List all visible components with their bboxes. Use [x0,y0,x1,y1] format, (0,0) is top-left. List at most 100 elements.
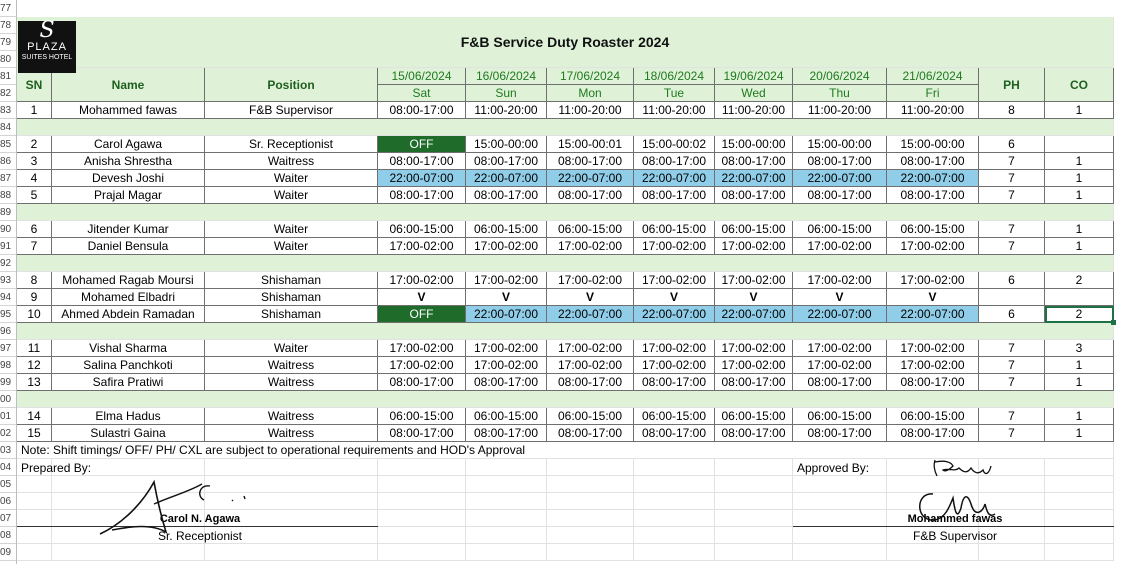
empty-cell[interactable] [52,459,205,476]
row-number[interactable]: 84 [0,119,16,136]
cell-shift[interactable]: 17:00-02:00 [466,272,547,289]
cell-sn[interactable]: 3 [17,153,52,170]
empty-cell[interactable] [17,527,52,544]
header-date[interactable]: 19/06/2024 [715,68,793,85]
cell-shift[interactable]: 17:00-02:00 [466,238,547,255]
cell-shift[interactable]: 22:00-07:00 [715,306,793,323]
row-number[interactable]: 07 [0,510,16,527]
cell-shift[interactable]: 08:00-17:00 [887,153,979,170]
cell-position[interactable]: Waitress [205,425,378,442]
empty-cell[interactable] [466,459,547,476]
cell-shift[interactable]: 06:00-15:00 [378,408,466,425]
cell-shift[interactable]: 08:00-17:00 [634,374,715,391]
empty-cell[interactable] [634,510,715,527]
header-day[interactable]: Tue [634,85,715,102]
cell-co[interactable]: 1 [1045,357,1114,374]
cell-shift[interactable]: 08:00-17:00 [466,153,547,170]
cell-shift[interactable]: 08:00-17:00 [887,425,979,442]
prepared-by-label[interactable]: Prepared By: [21,460,92,475]
empty-cell[interactable] [634,544,715,561]
empty-cell[interactable] [466,493,547,510]
cell-shift[interactable]: 17:00-02:00 [715,357,793,374]
empty-cell[interactable] [52,544,205,561]
header-date[interactable]: 21/06/2024 [887,68,979,85]
cell-shift[interactable]: V [715,289,793,306]
header-day[interactable]: Thu [793,85,887,102]
row-number[interactable]: 78 [0,17,16,34]
empty-cell[interactable] [979,527,1045,544]
empty-cell[interactable] [205,476,378,493]
cell-shift[interactable]: 08:00-17:00 [887,374,979,391]
header-day[interactable]: Sat [378,85,466,102]
cell-shift[interactable]: 17:00-02:00 [547,238,634,255]
empty-cell[interactable] [793,544,887,561]
footer-note[interactable]: Note: Shift timings/ OFF/ PH/ CXL are su… [17,442,1114,459]
empty-cell[interactable] [634,527,715,544]
cell-shift[interactable]: 17:00-02:00 [466,357,547,374]
empty-cell[interactable] [378,544,466,561]
cell-position[interactable]: Waiter [205,170,378,187]
cell-shift[interactable]: 06:00-15:00 [466,408,547,425]
cell-sn[interactable]: 14 [17,408,52,425]
empty-cell[interactable] [979,476,1045,493]
cell-ph[interactable] [979,289,1045,306]
row-number[interactable]: 03 [0,442,16,459]
cell-shift[interactable]: 08:00-17:00 [466,374,547,391]
row-number[interactable]: 01 [0,408,16,425]
empty-cell[interactable] [979,544,1045,561]
cell-shift[interactable]: 17:00-02:00 [378,357,466,374]
cell-position[interactable]: Waiter [205,238,378,255]
cell-shift[interactable]: 06:00-15:00 [466,221,547,238]
empty-cell[interactable] [17,459,52,476]
empty-cell[interactable] [466,476,547,493]
cell-ph[interactable]: 7 [979,425,1045,442]
empty-cell[interactable] [1045,527,1114,544]
cell-shift[interactable]: 22:00-07:00 [466,306,547,323]
row-number[interactable]: 77 [0,0,16,17]
cell-shift[interactable]: 17:00-02:00 [715,238,793,255]
empty-cell[interactable] [979,493,1045,510]
cell-shift[interactable]: 08:00-17:00 [547,187,634,204]
cell-shift[interactable]: 15:00-00:01 [547,136,634,153]
header-date[interactable]: 18/06/2024 [634,68,715,85]
cell-ph[interactable]: 7 [979,170,1045,187]
header-day[interactable]: Wed [715,85,793,102]
cell-position[interactable]: Waitress [205,408,378,425]
empty-cell[interactable] [466,527,547,544]
row-number[interactable]: 81 [0,68,16,85]
row-number[interactable]: 05 [0,476,16,493]
cell-shift[interactable]: 06:00-15:00 [715,408,793,425]
cell-shift[interactable]: 15:00-00:00 [887,136,979,153]
cell-name[interactable]: Mohamed Ragab Moursi [52,272,205,289]
cell-co[interactable]: 1 [1045,170,1114,187]
cell-shift[interactable]: 08:00-17:00 [715,187,793,204]
cell-name[interactable]: Vishal Sharma [52,340,205,357]
cell-shift[interactable]: OFF [378,136,466,153]
cell-shift[interactable]: 17:00-02:00 [466,340,547,357]
row-number[interactable]: 94 [0,289,16,306]
cell-shift[interactable]: 08:00-17:00 [793,187,887,204]
row-number[interactable]: 98 [0,357,16,374]
cell-position[interactable]: Shishaman [205,289,378,306]
cell-shift[interactable]: 06:00-15:00 [547,221,634,238]
row-number[interactable]: 00 [0,391,16,408]
cell-ph[interactable]: 7 [979,221,1045,238]
cell-ph[interactable]: 7 [979,153,1045,170]
cell-shift[interactable]: 22:00-07:00 [887,170,979,187]
cell-shift[interactable]: V [547,289,634,306]
cell-shift[interactable]: 08:00-17:00 [793,153,887,170]
empty-cell[interactable] [1045,459,1114,476]
empty-cell[interactable] [17,510,52,527]
approved-by-label[interactable]: Approved By: [797,460,870,475]
cell-name[interactable]: Daniel Bensula [52,238,205,255]
cell-shift[interactable]: OFF [378,306,466,323]
empty-cell[interactable] [17,544,52,561]
empty-cell[interactable] [547,544,634,561]
cell-name[interactable]: Ahmed Abdein Ramadan [52,306,205,323]
cell-sn[interactable]: 15 [17,425,52,442]
cell-shift[interactable]: 06:00-15:00 [793,221,887,238]
header-date[interactable]: 16/06/2024 [466,68,547,85]
cell-shift[interactable]: 22:00-07:00 [378,170,466,187]
row-number[interactable]: 93 [0,272,16,289]
cell-name[interactable]: Jitender Kumar [52,221,205,238]
